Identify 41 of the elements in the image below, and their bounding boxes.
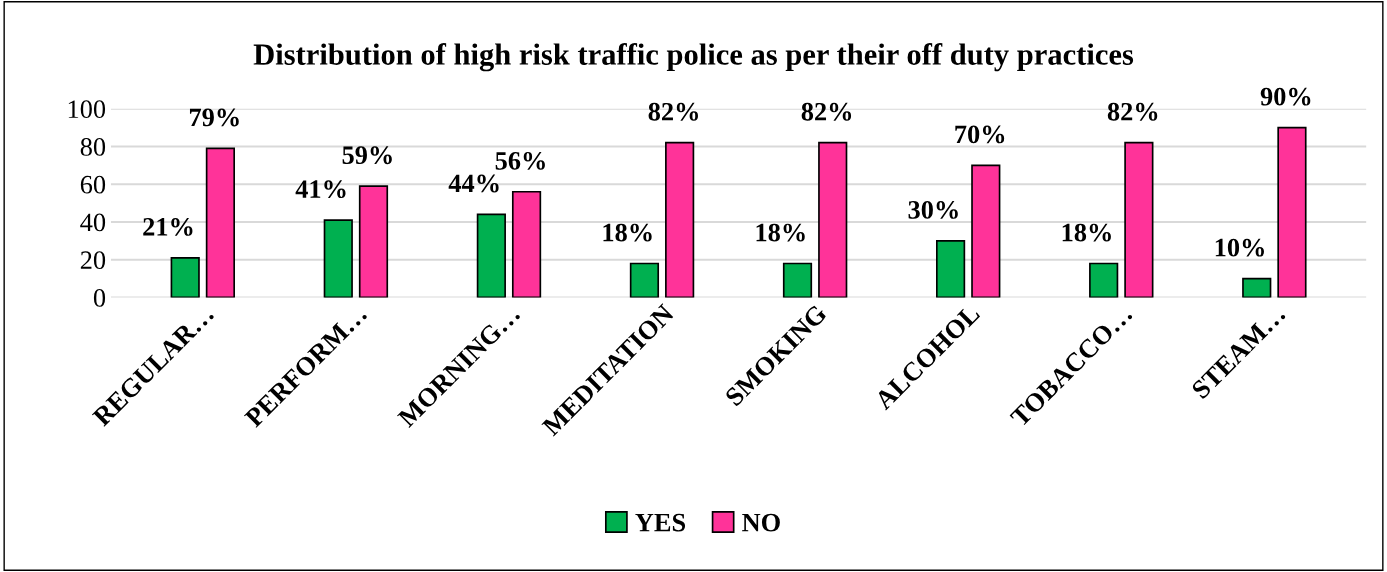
data-label: 41% (295, 180, 346, 199)
y-tick-label: 40 (80, 213, 106, 232)
data-label: 18% (756, 223, 805, 242)
data-label: 90% (1260, 87, 1311, 106)
data-label: 59% (342, 146, 392, 165)
data-label: 56% (495, 151, 545, 170)
data-label: 18% (1062, 223, 1111, 242)
y-tick-label: 20 (80, 251, 106, 270)
bar (971, 164, 1001, 298)
bar (1277, 126, 1307, 298)
y-tick-label: 60 (80, 175, 106, 194)
bar (205, 147, 236, 298)
bar (935, 239, 966, 298)
bar (358, 185, 389, 298)
y-tick-label: 100 (68, 100, 106, 119)
data-label: 21% (143, 217, 193, 236)
bar (1242, 277, 1272, 298)
data-label: 82% (648, 102, 698, 121)
data-label: 18% (603, 223, 652, 242)
bar (782, 262, 813, 298)
bar (665, 141, 695, 298)
data-label: 79% (189, 108, 239, 127)
chart-title: Distribution of high risk traffic police as per their off duty practices (253, 43, 1134, 72)
bar (323, 219, 353, 298)
y-tick-label: 0 (93, 289, 106, 307)
data-label: 10% (1215, 238, 1264, 257)
data-label: 82% (801, 102, 852, 121)
y-tick-label: 80 (80, 138, 106, 156)
legend-label: YES (635, 513, 686, 532)
data-label: 82% (1107, 102, 1158, 121)
bar (170, 256, 200, 298)
bar (1089, 262, 1119, 298)
data-label: 70% (955, 125, 1005, 144)
bar (629, 262, 660, 298)
bar (1124, 141, 1154, 298)
data-label: 30% (908, 200, 958, 219)
data-label: 44% (448, 174, 499, 193)
bar (511, 190, 542, 298)
bar (818, 141, 848, 298)
bar (476, 213, 506, 298)
legend-label: NO (742, 513, 780, 532)
